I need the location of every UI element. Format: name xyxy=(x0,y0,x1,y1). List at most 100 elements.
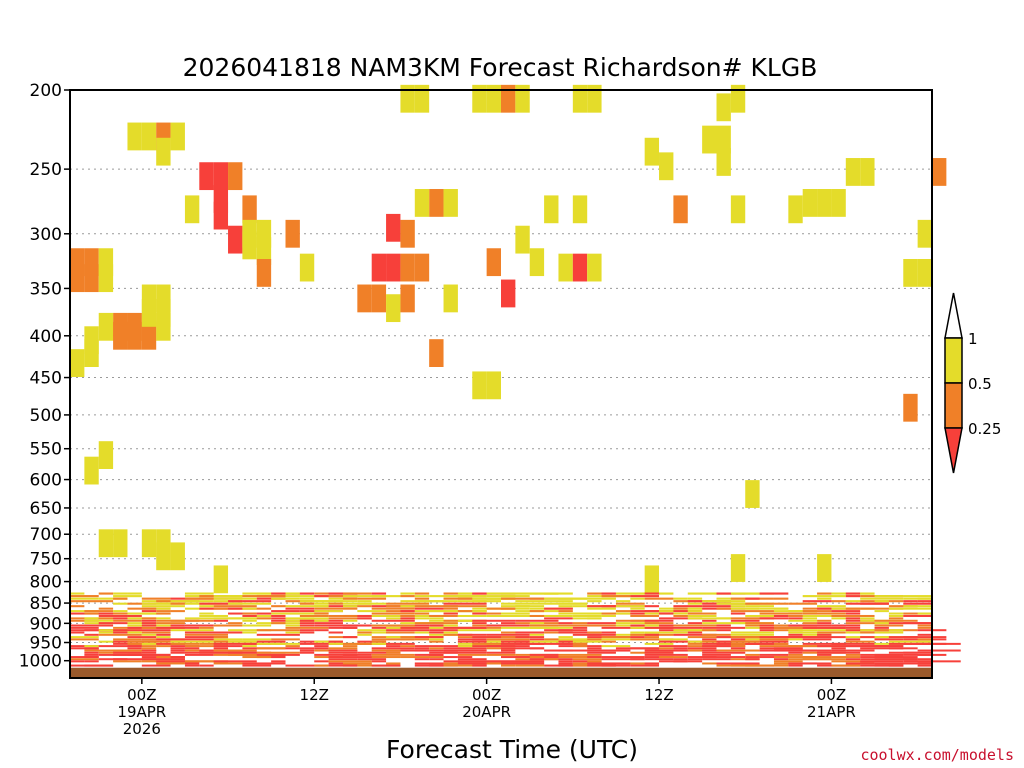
x-tick-label-4-1: 21APR xyxy=(807,703,856,721)
pbl-cell-127 xyxy=(156,636,171,639)
pbl-cell-620 xyxy=(558,631,602,634)
pbl-cell-337 xyxy=(328,656,343,659)
pbl-cell-493 xyxy=(457,626,487,629)
ri-cell-64 xyxy=(486,248,501,277)
y-tick-label-800: 800 xyxy=(30,573,62,593)
pbl-cell-1007 xyxy=(874,631,904,634)
pbl-cell-901 xyxy=(788,631,818,634)
pbl-cell-487 xyxy=(457,595,487,598)
ri-cell-73 xyxy=(486,84,501,113)
pbl-cell-656 xyxy=(587,607,616,610)
pbl-cell-265 xyxy=(271,642,286,645)
pbl-cell-1044 xyxy=(903,651,932,654)
pbl-cell-125 xyxy=(156,626,200,629)
pbl-cell-569 xyxy=(515,636,530,639)
ground-band xyxy=(70,667,932,678)
pbl-cell-319 xyxy=(314,664,329,667)
pbl-cell-954 xyxy=(831,642,875,645)
pbl-cell-816 xyxy=(716,629,731,632)
pbl-cell-80 xyxy=(127,626,142,629)
pbl-cell-1011 xyxy=(874,645,904,648)
pbl-cell-602 xyxy=(544,626,573,629)
pbl-cell-1059 xyxy=(917,649,961,652)
ri-cell-83 xyxy=(644,137,660,166)
ri-cell-101 xyxy=(917,219,932,248)
pbl-cell-46 xyxy=(98,640,128,643)
y-tick-label-250: 250 xyxy=(30,160,62,180)
pbl-cell-189 xyxy=(213,619,229,622)
pbl-cell-862 xyxy=(759,612,803,615)
pbl-cell-307 xyxy=(314,612,329,615)
pbl-cell-256 xyxy=(271,597,300,600)
y-tick-label-1000: 1000 xyxy=(19,652,62,672)
pbl-cell-1062 xyxy=(917,660,961,663)
pbl-cell-559 xyxy=(501,664,516,667)
pbl-cell-269 xyxy=(285,592,300,595)
pbl-cell-112 xyxy=(141,653,171,656)
pbl-cell-143 xyxy=(170,647,185,650)
pbl-cell-238 xyxy=(256,595,272,598)
pbl-cell-617 xyxy=(558,622,573,625)
pbl-cell-631 xyxy=(558,662,573,665)
pbl-cell-937 xyxy=(817,629,861,632)
pbl-cell-192 xyxy=(213,636,229,639)
pbl-cell-151 xyxy=(184,597,200,600)
pbl-cell-677 xyxy=(601,631,616,634)
pbl-cell-574 xyxy=(515,658,545,661)
pbl-cell-162 xyxy=(184,647,200,650)
pbl-cell-900 xyxy=(788,629,818,632)
pbl-cell-795 xyxy=(702,626,746,629)
pbl-cell-448 xyxy=(429,614,458,617)
pbl-cell-179 xyxy=(199,649,214,652)
pbl-cell-784 xyxy=(687,647,717,650)
pbl-cell-279 xyxy=(285,638,300,641)
pbl-cell-928 xyxy=(802,658,846,661)
pbl-cell-812 xyxy=(716,607,731,610)
pbl-cell-365 xyxy=(357,617,372,620)
pbl-cell-634 xyxy=(572,602,588,605)
pbl-cell-236 xyxy=(242,664,272,667)
pbl-cell-565 xyxy=(515,614,530,617)
ri-cell-87 xyxy=(716,125,731,154)
pbl-cell-508 xyxy=(472,600,487,603)
ri-cell-106 xyxy=(213,565,229,594)
pbl-cell-58 xyxy=(113,617,142,620)
pbl-cell-970 xyxy=(845,626,861,629)
pbl-cell-203 xyxy=(228,595,243,598)
pbl-cell-767 xyxy=(673,660,688,663)
pbl-cell-917 xyxy=(802,614,846,617)
pbl-cell-676 xyxy=(601,626,645,629)
pbl-cell-299 xyxy=(299,651,315,654)
ri-cell-85 xyxy=(673,195,688,224)
pbl-cell-859 xyxy=(745,664,789,667)
pbl-cell-321 xyxy=(328,595,343,598)
pbl-cell-785 xyxy=(687,649,717,652)
pbl-cell-931 xyxy=(817,595,846,598)
pbl-cell-440 xyxy=(414,647,430,650)
pbl-cell-308 xyxy=(314,619,329,622)
pbl-cell-939 xyxy=(817,633,832,636)
x-tick-label-4-0: 00Z xyxy=(817,686,846,704)
pbl-cell-155 xyxy=(184,617,229,620)
ri-cell-79 xyxy=(572,195,588,224)
pbl-cell-996 xyxy=(860,660,904,663)
pbl-cell-1046 xyxy=(903,658,918,661)
pbl-cell-193 xyxy=(213,638,243,641)
pbl-cell-611 xyxy=(558,592,573,595)
pbl-cell-64 xyxy=(113,638,128,641)
pbl-cell-889 xyxy=(773,656,818,659)
pbl-cell-452 xyxy=(429,624,444,627)
ri-cell-59 xyxy=(429,189,444,217)
pbl-cell-62 xyxy=(113,629,128,632)
pbl-cell-438 xyxy=(414,638,430,641)
pbl-cell-930 xyxy=(817,592,832,595)
pbl-cell-120 xyxy=(156,610,171,613)
pbl-cell-146 xyxy=(170,656,185,659)
ri-cell-33 xyxy=(156,137,171,166)
pbl-cell-517 xyxy=(472,642,516,645)
pbl-cell-686 xyxy=(601,664,631,667)
pbl-cell-482 xyxy=(443,656,458,659)
pbl-cell-654 xyxy=(587,600,602,603)
pbl-cell-1056 xyxy=(917,633,932,636)
ri-cell-4 xyxy=(84,264,99,293)
